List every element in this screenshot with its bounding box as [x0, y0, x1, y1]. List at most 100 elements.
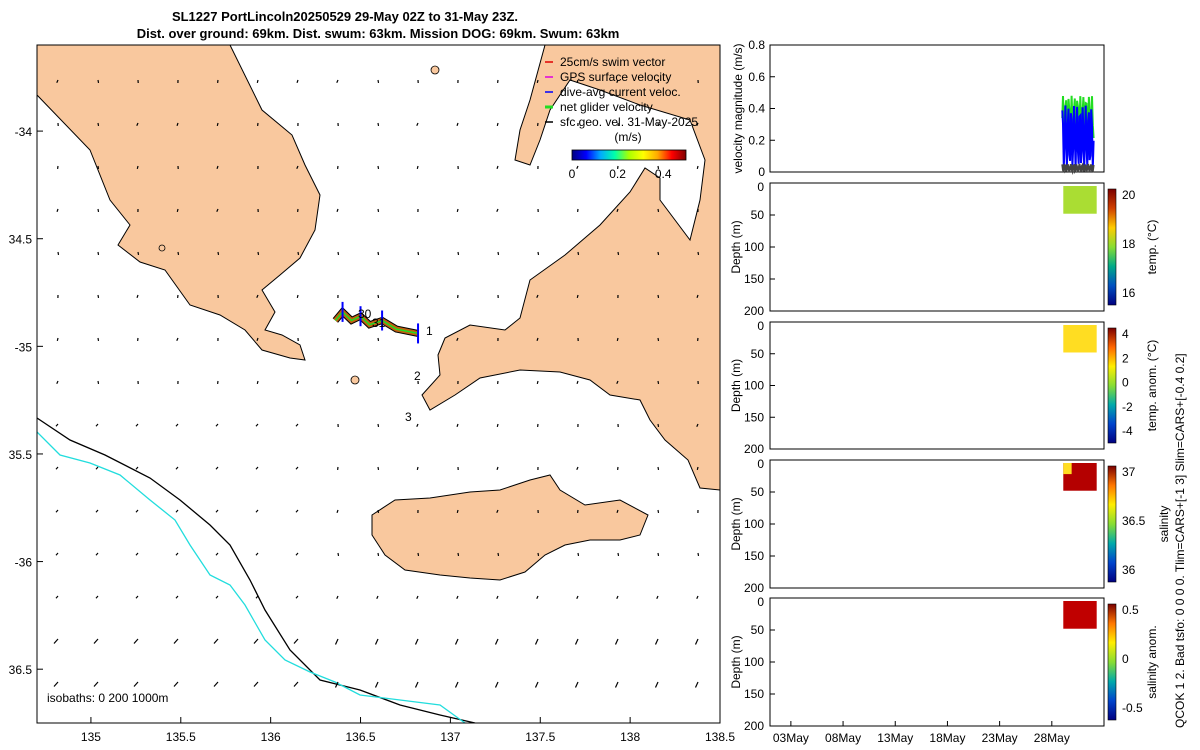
vector-arrow: [215, 509, 219, 513]
vector-arrow: [336, 380, 339, 384]
heatmap-colorbar: [1107, 465, 1117, 583]
vector-arrow: [657, 122, 660, 127]
vector-arrow: [454, 638, 459, 645]
time-tick-label: 08May: [825, 731, 861, 745]
velocity-ytick-label: 0.8: [748, 38, 765, 52]
vector-arrow: [215, 466, 219, 470]
heatmap-data-block: [1063, 601, 1097, 629]
vector-arrow: [295, 423, 299, 427]
vector-arrow: [295, 595, 299, 599]
vector-arrow: [694, 681, 699, 688]
velocity-ytick-label: 0.2: [748, 133, 765, 147]
heatmap-axes: [769, 321, 1105, 450]
vector-arrow: [296, 380, 299, 385]
vector-arrow: [253, 681, 259, 687]
vector-arrow: [536, 79, 539, 84]
track-day-label: 2: [414, 369, 421, 383]
vector-arrow: [416, 595, 419, 599]
heatmap-colorbar-tick: 37: [1122, 465, 1136, 479]
vector-arrow: [574, 681, 579, 688]
vector-arrow: [55, 552, 59, 556]
vector-arrow: [336, 509, 339, 514]
heatmap-colorbar-tick: 16: [1122, 286, 1136, 300]
vector-arrow: [457, 251, 460, 256]
vector-arrow: [616, 595, 619, 599]
vector-arrow: [53, 638, 59, 644]
track-day-label: 31: [372, 316, 386, 330]
heatmap-ytick-label: 150: [744, 272, 764, 286]
vector-arrow: [536, 294, 539, 298]
vector-arrow: [497, 251, 500, 256]
vector-arrow: [576, 595, 579, 599]
heatmap-ytick-label: 50: [751, 485, 765, 499]
vector-arrow: [296, 165, 299, 169]
map-xtick-label: 135: [81, 730, 101, 744]
vector-arrow: [173, 638, 179, 644]
vector-arrow: [256, 380, 259, 385]
map-xtick-label: 136: [261, 730, 281, 744]
heatmap-ytick-label: 0: [757, 457, 764, 471]
vector-arrow: [374, 681, 379, 688]
heatmap-ytick-label: 200: [744, 304, 764, 318]
vector-arrow: [614, 638, 619, 645]
vector-arrow: [616, 79, 619, 83]
velocity-ylabel: velocity magnitude (m/s): [731, 43, 745, 173]
vector-arrow: [256, 294, 259, 298]
vector-arrow: [295, 466, 299, 470]
vector-arrow: [657, 251, 660, 256]
colorbar-tick-label: 0: [569, 167, 576, 181]
vector-arrow: [136, 165, 139, 170]
vector-arrow: [417, 552, 420, 557]
heatmap-colorbar-label: salinity: [1157, 506, 1171, 543]
vector-arrow: [255, 595, 259, 599]
velocity-axes: [769, 44, 1105, 173]
map-xtick-label: 137.5: [525, 730, 555, 744]
vector-arrow: [93, 681, 99, 687]
vector-arrow: [336, 208, 339, 213]
vector-arrow: [217, 251, 220, 256]
vector-arrow: [295, 509, 299, 513]
vector-arrow: [97, 79, 100, 84]
vector-arrow: [377, 380, 380, 385]
heatmap-colorbar: [1107, 603, 1117, 721]
heatmap-ytick-label: 150: [744, 410, 764, 424]
vector-arrow: [417, 251, 420, 256]
heatmap-colorbar-label: temp. anom. (°C): [1145, 340, 1159, 432]
vector-arrow: [654, 681, 659, 688]
vector-arrow: [97, 337, 100, 342]
vector-arrow: [57, 251, 60, 256]
vector-arrow: [416, 466, 419, 471]
vector-arrow: [175, 509, 179, 513]
heatmap-colorbar-label: temp. (°C): [1145, 220, 1159, 275]
vector-arrow: [657, 79, 660, 84]
vector-arrow: [253, 638, 259, 644]
heatmap-colorbar-tick: 4: [1122, 327, 1129, 341]
legend-label: dive-avg current veloc.: [560, 85, 681, 99]
vector-arrow: [215, 423, 219, 427]
heatmap-colorbar-tick: 0: [1122, 376, 1129, 390]
vector-arrow: [576, 466, 579, 470]
map-ytick-label: -35: [15, 340, 33, 354]
vector-arrow: [97, 380, 100, 385]
vector-arrow: [256, 337, 259, 342]
vector-arrow: [577, 251, 580, 256]
heatmap-ytick-label: 50: [751, 208, 765, 222]
island-small-3: [430, 65, 440, 75]
map-frame: [36, 44, 721, 724]
map-ytick-label: 35.5: [9, 448, 33, 462]
vector-arrow: [534, 681, 539, 688]
time-tick-label: 03May: [773, 731, 809, 745]
heatmap-colorbar-tick: 0.5: [1122, 603, 1139, 617]
land-eyre-peninsula: [37, 45, 321, 361]
title-line1: SL1227 PortLincoln20250529 29-May 02Z to…: [172, 9, 518, 24]
heatmap-ytick-label: 150: [744, 549, 764, 563]
vector-arrow: [456, 423, 459, 428]
vector-arrow: [377, 165, 380, 170]
vector-arrow: [456, 337, 459, 341]
vector-arrow: [55, 466, 59, 470]
vector-arrow: [135, 466, 139, 470]
legend-label: GPS surface velocity: [560, 70, 671, 84]
vector-arrow: [617, 251, 620, 256]
heatmap-colorbar-tick: -0.5: [1122, 701, 1143, 715]
